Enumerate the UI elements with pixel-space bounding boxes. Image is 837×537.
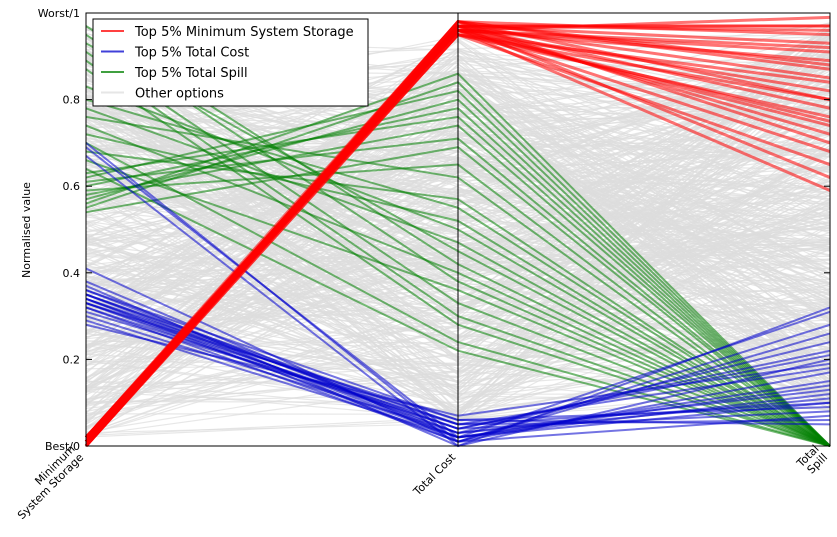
- x-axis-label: TotalSpill: [794, 442, 831, 479]
- legend-label: Top 5% Total Spill: [134, 66, 248, 81]
- y-tick-label: 0.2: [63, 353, 81, 366]
- legend-box: [92, 18, 369, 107]
- legend-label: Other options: [135, 87, 224, 102]
- y-tick-label: 0.4: [63, 267, 81, 280]
- x-axis-labels: MinimumSystem Storage Total Cost TotalSpil…: [7, 442, 831, 522]
- y-tick-label: 0.6: [63, 180, 81, 193]
- x-axis-label: Total Cost: [410, 450, 458, 498]
- y-axis-ticks: Best/0 0.2 0.4 0.6 0.8 Worst/1: [38, 7, 830, 453]
- y-tick-label: Worst/1: [38, 7, 80, 20]
- legend: Top 5% Minimum System Storage Top 5% Tota…: [92, 18, 369, 107]
- y-tick-label: Best/0: [45, 440, 80, 453]
- legend-label: Top 5% Total Cost: [134, 46, 249, 61]
- legend-label: Top 5% Minimum System Storage: [134, 25, 354, 40]
- y-tick-label: 0.8: [63, 94, 81, 107]
- y-axis-label: Normalised value: [20, 182, 33, 278]
- x-axis-label: MinimumSystem Storage: [7, 442, 87, 522]
